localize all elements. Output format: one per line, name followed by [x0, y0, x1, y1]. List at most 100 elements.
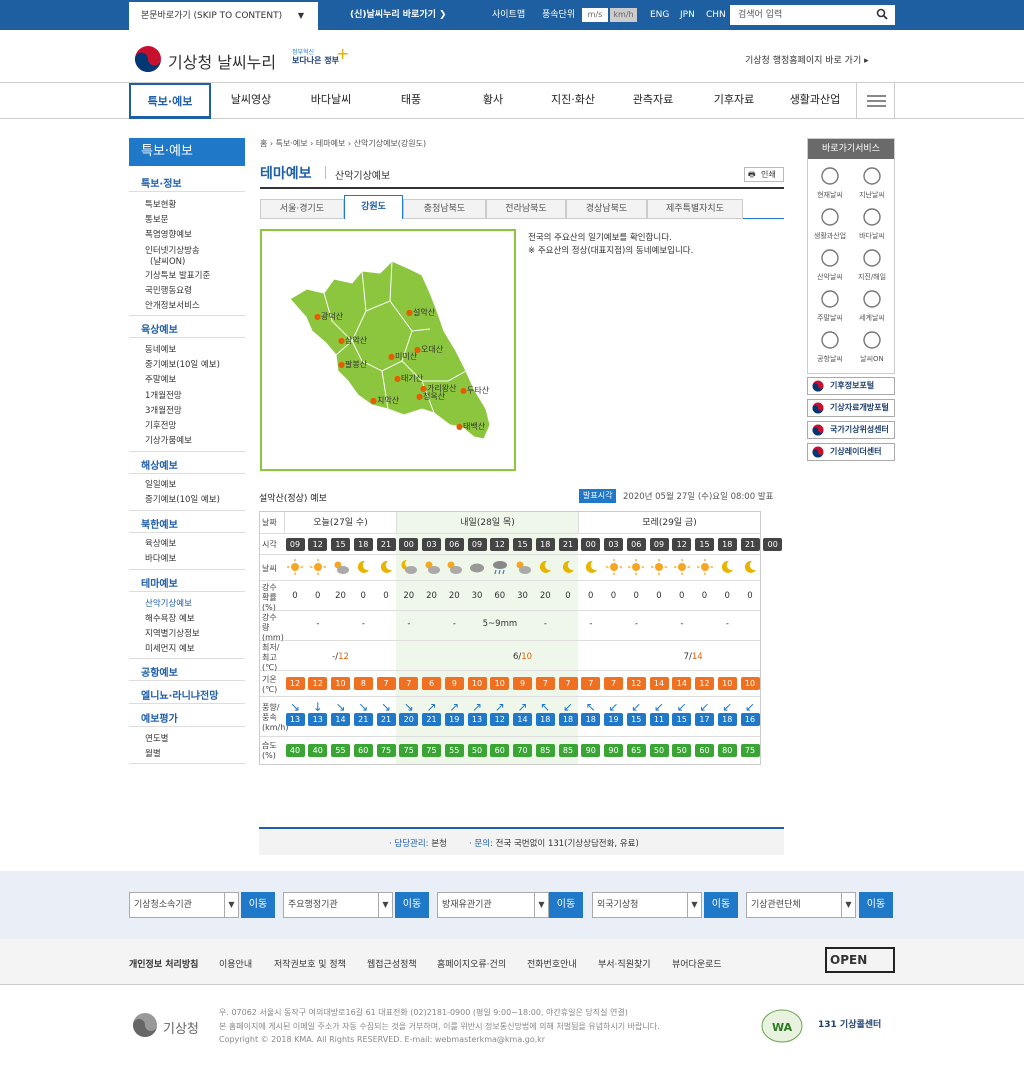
quick-service-item[interactable]: 세계날씨 — [852, 287, 892, 323]
lnb-group-head[interactable]: 북한예보 — [141, 520, 178, 531]
lnb-group-head[interactable]: 해상예보 — [141, 461, 178, 472]
nav-life[interactable]: 생활과산업 — [789, 93, 841, 106]
quick-service-item[interactable]: 공항날씨 — [810, 328, 850, 364]
map-label[interactable]: ●삼악산 — [338, 336, 368, 345]
lnb-item[interactable]: (날씨ON) — [150, 257, 186, 267]
nav-earthquake[interactable]: 지진·화산 — [551, 93, 595, 106]
nav-video[interactable]: 날씨영상 — [230, 93, 272, 106]
search-icon[interactable] — [876, 8, 888, 20]
lnb-item[interactable]: 1개월전망 — [145, 391, 182, 401]
lnb-item[interactable]: 연도별 — [145, 734, 169, 744]
gangwon-map[interactable]: ●광덕산 ●설악산 ●삼악산 ●오대산 ●팔봉산 ●미미산 ●태기산 ●가리왕산… — [260, 229, 516, 471]
lnb-group-head[interactable]: 테마예보 — [141, 579, 178, 590]
map-label[interactable]: ●가리왕산 — [420, 384, 457, 393]
go-button[interactable]: 이동 — [241, 892, 275, 918]
quick-service-item[interactable]: 주말날씨 — [810, 287, 850, 323]
lnb-item[interactable]: 국민행동요령 — [145, 286, 192, 296]
print-button[interactable]: 🖶 인쇄 — [744, 167, 784, 182]
quick-service-item[interactable]: 현재날씨 — [810, 164, 850, 200]
map-label[interactable]: ●광덕산 — [314, 312, 344, 321]
tab-gyeongsang[interactable]: 경상남북도 — [566, 199, 647, 219]
tab-seoul[interactable]: 서울·경기도 — [260, 199, 344, 219]
tab-chungcheong[interactable]: 충청남북도 — [403, 199, 486, 219]
org-select[interactable]: 외국기상청 ▼ — [592, 892, 702, 918]
map-label[interactable]: ●오대산 — [414, 345, 444, 354]
map-label[interactable]: ●미미산 — [388, 352, 418, 361]
quick-service-item[interactable]: 생활과산업 — [810, 205, 850, 241]
map-label[interactable]: ●설악산 — [406, 308, 436, 317]
unit-ms-button[interactable]: m/s — [582, 8, 608, 22]
lnb-item[interactable]: 해수욕장 예보 — [145, 614, 195, 624]
nav-typhoon[interactable]: 태풍 — [400, 93, 422, 106]
org-select[interactable]: 방재유관기관 ▼ — [437, 892, 549, 918]
lnb-item[interactable]: 인터넷기상방송 — [145, 246, 200, 256]
nav-forecast[interactable]: 특보·예보 — [129, 83, 211, 119]
quick-link[interactable]: 기후정보포털 — [807, 377, 895, 395]
footer-link[interactable]: 부서·직원찾기 — [598, 960, 651, 970]
quick-service-item[interactable]: 바다날씨 — [852, 205, 892, 241]
lnb-item[interactable]: 육상예보 — [145, 539, 177, 549]
go-button[interactable]: 이동 — [395, 892, 429, 918]
footer-link[interactable]: 뷰어다운로드 — [672, 960, 722, 970]
footer-link[interactable]: 홈페이지오류·건의 — [437, 960, 507, 970]
lang-eng-link[interactable]: ENG — [650, 10, 670, 20]
lnb-item[interactable]: 바다예보 — [145, 554, 177, 564]
quick-link[interactable]: 기상자료개방포털 — [807, 399, 895, 417]
quick-link[interactable]: 기상레이더센터 — [807, 443, 895, 461]
skip-to-content-select[interactable]: 본문바로가기 (SKIP TO CONTENT) ▼ — [129, 2, 318, 30]
lnb-group-head[interactable]: 육상예보 — [141, 325, 178, 336]
lnb-item[interactable]: 지역별기상정보 — [145, 629, 200, 639]
lnb-item[interactable]: 주말예보 — [145, 375, 177, 385]
map-label[interactable]: ●팔봉산 — [338, 360, 368, 369]
lnb-item[interactable]: 안개정보서비스 — [145, 301, 200, 311]
new-site-link[interactable]: (신)날씨누리 바로가기 ❯ — [350, 10, 447, 20]
tab-gangwon[interactable]: 강원도 — [344, 195, 403, 219]
sitemap-link[interactable]: 사이트맵 — [492, 10, 526, 20]
quick-link[interactable]: 국가기상위성센터 — [807, 421, 895, 439]
map-label[interactable]: ●치악산 — [370, 396, 400, 405]
org-select[interactable]: 기상관련단체 ▼ — [746, 892, 856, 918]
tab-jeolla[interactable]: 전라남북도 — [486, 199, 566, 219]
lnb-item[interactable]: 미세먼지 예보 — [145, 644, 195, 654]
footer-link[interactable]: 전화번호안내 — [527, 960, 577, 970]
kma-logo-icon[interactable] — [134, 45, 162, 73]
nav-climate[interactable]: 기후자료 — [713, 93, 755, 106]
lnb-item[interactable]: 특보현황 — [145, 200, 177, 210]
lnb-item[interactable]: 기후전망 — [145, 421, 177, 431]
site-logo-text[interactable]: 기상청 날씨누리 — [168, 53, 277, 72]
nav-observation[interactable]: 관측자료 — [632, 93, 674, 106]
lnb-item[interactable]: 3개월전망 — [145, 406, 182, 416]
footer-link[interactable]: 저작권보호 및 정책 — [274, 960, 346, 970]
lnb-group-head[interactable]: 특보·정보 — [141, 179, 182, 190]
map-label[interactable]: ●태백산 — [456, 422, 486, 431]
lnb-group-head[interactable]: 엘니뇨·라니냐전망 — [141, 691, 219, 702]
go-button[interactable]: 이동 — [859, 892, 893, 918]
footer-link[interactable]: 웹접근성정책 — [367, 960, 417, 970]
lnb-item[interactable]: 통보문 — [145, 215, 169, 225]
lnb-item[interactable]: 기상특보 발표기준 — [145, 271, 211, 281]
quick-service-item[interactable]: 지진/해일 — [852, 246, 892, 282]
go-button[interactable]: 이동 — [704, 892, 738, 918]
nav-dust[interactable]: 황사 — [482, 93, 504, 106]
lnb-item[interactable]: 월별 — [145, 749, 161, 759]
go-button[interactable]: 이동 — [549, 892, 583, 918]
nav-sea[interactable]: 바다날씨 — [310, 93, 352, 106]
lnb-group-head[interactable]: 예보평가 — [141, 714, 178, 725]
lang-jpn-link[interactable]: JPN — [680, 10, 695, 20]
menu-button[interactable] — [856, 83, 895, 119]
org-select[interactable]: 주요행정기관 ▼ — [283, 892, 393, 918]
quick-service-item[interactable]: 날씨ON — [852, 328, 892, 364]
quick-service-item[interactable]: 산악날씨 — [810, 246, 850, 282]
tab-jeju[interactable]: 제주특별자치도 — [647, 199, 743, 219]
lnb-item[interactable]: 기상가뭄예보 — [145, 436, 192, 446]
lnb-item-active[interactable]: 산악기상예보 — [145, 599, 192, 609]
footer-link[interactable]: 이용안내 — [219, 960, 253, 970]
lnb-item[interactable]: 중기예보(10일 예보) — [145, 360, 220, 370]
lnb-item[interactable]: 중기예보(10일 예보) — [145, 495, 220, 505]
lnb-item[interactable]: 폭염영향예보 — [145, 230, 192, 240]
map-label[interactable]: ●태기산 — [394, 374, 424, 383]
map-label[interactable]: ●청옥산 — [416, 392, 446, 401]
lnb-group-head[interactable]: 공항예보 — [141, 668, 178, 679]
org-select[interactable]: 기상청소속기관 ▼ — [129, 892, 239, 918]
quick-service-item[interactable]: 지난날씨 — [852, 164, 892, 200]
